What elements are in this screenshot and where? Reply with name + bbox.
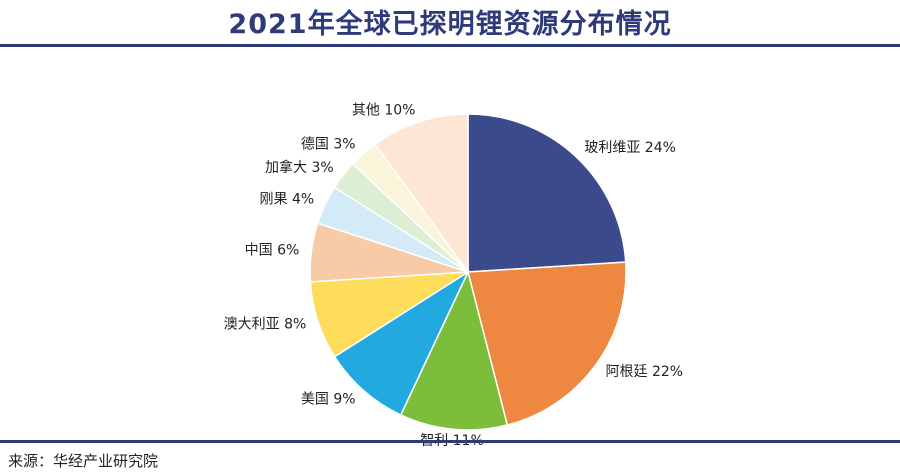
pie-label-6: 刚果 4% — [260, 192, 315, 208]
pie-slice-3 — [333, 269, 470, 416]
pie-label-7: 加拿大 3% — [265, 159, 334, 176]
pie-label-0: 玻利维亚 24% — [584, 140, 676, 156]
source-note: 来源：华经产业研究院 — [8, 452, 159, 470]
title-divider — [0, 44, 900, 47]
pie-label-9: 其他 10% — [352, 102, 416, 118]
footer-divider — [0, 440, 900, 443]
pie-slice-0 — [467, 113, 627, 273]
pie-label-3: 美国 9% — [301, 392, 356, 408]
pie-slice-9 — [374, 113, 469, 275]
pie-slices — [309, 113, 627, 431]
pie-label-1: 阿根廷 22% — [606, 364, 684, 380]
pie-label-4: 澳大利亚 8% — [224, 317, 307, 333]
pie-slice-2 — [399, 269, 509, 431]
chart-title: 2021年全球已探明锂资源分布情况 — [228, 9, 672, 40]
pie-label-5: 中国 6% — [245, 243, 300, 259]
pie-slice-1 — [467, 261, 627, 426]
pie-label-8: 德国 3% — [301, 136, 356, 152]
